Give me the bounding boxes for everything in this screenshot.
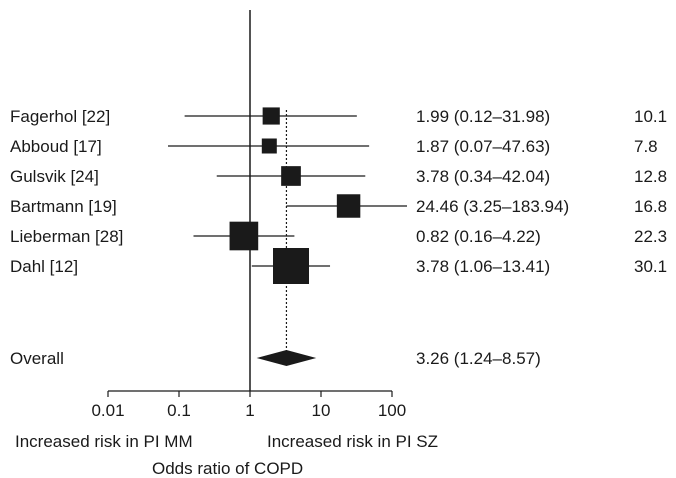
study-estimate: 1.99 (0.12–31.98) [416, 107, 550, 126]
overall-estimate: 3.26 (1.24–8.57) [416, 349, 541, 368]
study-row: Lieberman [28] 0.82 (0.16–4.22) 22.3 [10, 221, 667, 251]
study-name: Fagerhol [22] [10, 107, 110, 126]
x-tick-label: 10 [312, 401, 331, 420]
study-estimate: 24.46 (3.25–183.94) [416, 197, 569, 216]
study-estimate: 1.87 (0.07–47.63) [416, 137, 550, 156]
study-weight: 30.1 [634, 257, 667, 276]
study-estimate: 3.78 (1.06–13.41) [416, 257, 550, 276]
x-tick-label: 100 [378, 401, 406, 420]
x-axis-title: Odds ratio of COPD [152, 459, 303, 478]
study-estimate: 3.78 (0.34–42.04) [416, 167, 550, 186]
study-row: Bartmann [19] 24.46 (3.25–183.94) 16.8 [10, 194, 667, 218]
study-weight: 7.8 [634, 137, 658, 156]
study-estimate: 0.82 (0.16–4.22) [416, 227, 541, 246]
point-estimate-square [262, 107, 280, 125]
x-tick-label: 0.01 [91, 401, 124, 420]
study-row: Abboud [17] 1.87 (0.07–47.63) 7.8 [10, 137, 658, 156]
study-name: Gulsvik [24] [10, 167, 99, 186]
study-row: Dahl [12] 3.78 (1.06–13.41) 30.1 [10, 248, 667, 284]
study-weight: 10.1 [634, 107, 667, 126]
study-row: Gulsvik [24] 3.78 (0.34–42.04) 12.8 [10, 166, 667, 186]
x-tick-label: 1 [245, 401, 254, 420]
study-row: Fagerhol [22] 1.99 (0.12–31.98) 10.1 [10, 107, 667, 126]
point-estimate-square [261, 138, 277, 154]
study-name: Bartmann [19] [10, 197, 117, 216]
left-direction-label: Increased risk in PI MM [15, 432, 193, 451]
reference-lines [249, 10, 288, 391]
study-weight: 22.3 [634, 227, 667, 246]
overall-name: Overall [10, 349, 64, 368]
study-weight: 16.8 [634, 197, 667, 216]
study-name: Dahl [12] [10, 257, 78, 276]
x-tick-label: 0.1 [167, 401, 191, 420]
overall-diamond [256, 350, 317, 366]
point-estimate-square [336, 194, 361, 218]
study-weight: 12.8 [634, 167, 667, 186]
study-name: Lieberman [28] [10, 227, 123, 246]
study-rows: Fagerhol [22] 1.99 (0.12–31.98) 10.1 Abboud… [10, 107, 667, 284]
x-axis: 0.01 0.1 1 10 100 [91, 390, 406, 420]
point-estimate-square [273, 248, 310, 284]
study-name: Abboud [17] [10, 137, 102, 156]
point-estimate-square [229, 221, 259, 251]
right-direction-label: Increased risk in PI SZ [267, 432, 438, 451]
point-estimate-square [281, 166, 301, 186]
overall-row: Overall 3.26 (1.24–8.57) [10, 349, 541, 368]
